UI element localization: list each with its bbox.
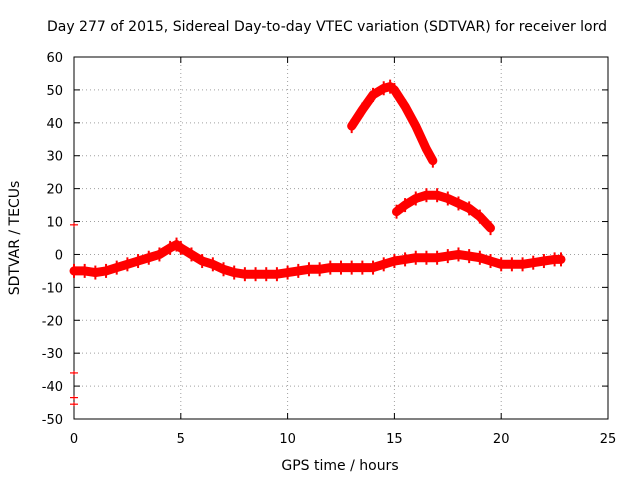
y-axis-label: SDTVAR / TECUs <box>7 181 23 296</box>
y-tick-label: 40 <box>46 117 63 132</box>
series-main-band <box>74 245 561 275</box>
x-tick-label: 10 <box>279 432 296 447</box>
x-tick-label: 25 <box>600 432 617 447</box>
y-tick-label: 30 <box>46 150 63 165</box>
y-tick-label: -50 <box>42 413 63 428</box>
plot-frame <box>74 57 608 419</box>
x-tick-label: 5 <box>177 432 185 447</box>
chart: Day 277 of 2015, Sidereal Day-to-day VTE… <box>0 0 640 480</box>
y-tick-label: 0 <box>55 248 63 263</box>
series-layer <box>70 80 561 407</box>
series-arc-lower-band <box>397 195 491 228</box>
y-tick-label: -10 <box>42 281 63 296</box>
y-tick-label: -30 <box>42 347 63 362</box>
x-tick-label: 0 <box>70 432 78 447</box>
y-tick-label: 10 <box>46 216 63 231</box>
x-axis-ticks: 0 5 10 15 20 25 <box>70 57 616 447</box>
series-arc-upper-band <box>352 87 433 161</box>
chart-title: Day 277 of 2015, Sidereal Day-to-day VTE… <box>47 19 607 35</box>
y-tick-label: 20 <box>46 183 63 198</box>
y-tick-label: -40 <box>42 380 63 395</box>
x-axis-label: GPS time / hours <box>281 458 398 474</box>
x-tick-label: 20 <box>493 432 510 447</box>
y-tick-label: 60 <box>46 51 63 66</box>
x-tick-label: 15 <box>386 432 403 447</box>
y-axis-ticks: -50 -40 -30 -20 -10 0 10 20 30 40 50 60 <box>42 51 608 428</box>
y-tick-label: -20 <box>42 314 63 329</box>
grid <box>74 57 608 419</box>
y-tick-label: 50 <box>46 84 63 99</box>
